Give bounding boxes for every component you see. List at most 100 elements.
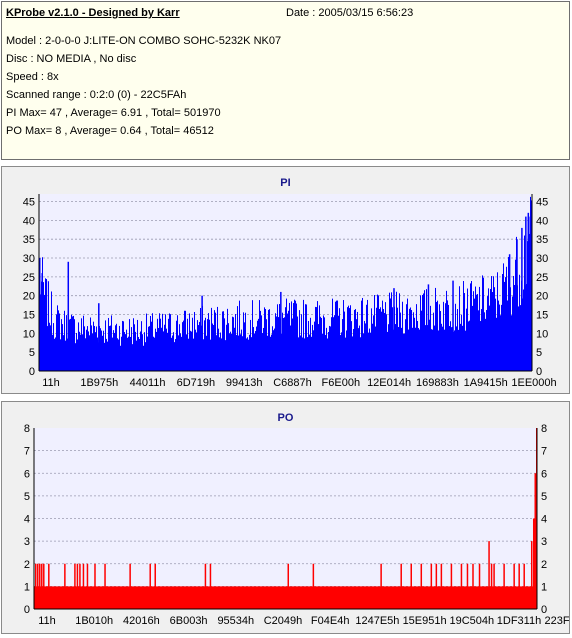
pi-bar (112, 337, 113, 371)
pi-bar (85, 338, 86, 371)
po-bar (144, 586, 145, 609)
po-bar (174, 586, 175, 609)
po-bar (500, 586, 501, 609)
pi-bar (380, 307, 381, 371)
po-bar (159, 586, 160, 609)
pi-bar (497, 272, 498, 371)
pi-xtick: 1B975h (80, 377, 118, 389)
po-bar (121, 586, 122, 609)
po-bar (57, 586, 58, 609)
pi-bar (513, 275, 514, 371)
pi-bar (418, 328, 419, 371)
po-xtick: 6B003h (170, 615, 208, 627)
pi-bar (258, 318, 259, 371)
pi-bar (368, 332, 369, 371)
po-bar (216, 586, 217, 609)
pi-bar (182, 322, 183, 371)
pi-bar (259, 300, 260, 371)
pi-ytick-left: 15 (23, 310, 35, 322)
po-bar (52, 586, 53, 609)
pi-xtick: F6E00h (322, 377, 361, 389)
pi-bar (173, 332, 174, 371)
pi-bar (359, 325, 360, 371)
po-bar (388, 586, 389, 609)
po-bar (496, 586, 497, 609)
pi-bar (355, 309, 356, 371)
po-bar (407, 586, 408, 609)
po-bar (312, 586, 313, 609)
po-bar (161, 586, 162, 609)
po-bar (495, 586, 496, 609)
pi-bar (47, 326, 48, 371)
pi-bar (354, 309, 355, 371)
po-title: PO (278, 412, 294, 424)
pi-bar (163, 331, 164, 371)
pi-bar (208, 313, 209, 371)
po-spike (76, 563, 79, 609)
po-ytick-right: 3 (541, 536, 547, 548)
po-bar (118, 586, 119, 609)
pi-bar (123, 321, 124, 371)
pi-bar (463, 281, 464, 371)
pi-bar (223, 311, 224, 371)
po-bar (268, 586, 269, 609)
pi-bar (95, 332, 96, 371)
po-bar (134, 586, 135, 609)
pi-bar (481, 309, 482, 371)
pi-bar (293, 303, 294, 371)
po-bar (282, 586, 283, 609)
pi-bar (503, 263, 504, 371)
po-bar (123, 586, 124, 609)
po-bar (394, 586, 395, 609)
po-bar (502, 586, 503, 609)
pi-bar (50, 325, 51, 371)
po-bar (249, 586, 250, 609)
po-bar (45, 586, 46, 609)
pi-bar (411, 310, 412, 371)
po-bar (241, 586, 242, 609)
pi-spike (41, 273, 43, 371)
po-bar (341, 586, 342, 609)
po-chart-panel: PO 0 0 1 1 2 2 3 3 4 4 5 5 6 6 7 7 8 8 11h 1B010h 42016h 6B003… (1, 401, 572, 634)
pi-bar (403, 333, 404, 371)
po-bar (252, 586, 253, 609)
po-bar (406, 586, 407, 609)
pi-bar (527, 241, 528, 371)
pi-bar (423, 293, 424, 371)
po-bar (51, 586, 52, 609)
po-spike (450, 563, 453, 609)
po-bar (462, 586, 463, 609)
pi-bar (412, 327, 413, 371)
pi-bar (483, 277, 484, 371)
pi-bar (59, 313, 60, 371)
po-bar (415, 586, 416, 609)
po-spike (37, 563, 39, 609)
pi-bar (135, 331, 136, 371)
pi-bar (450, 321, 451, 371)
po-bar (261, 586, 262, 609)
pi-bar (448, 304, 449, 371)
pi-bar (492, 292, 493, 371)
pi-bar (345, 337, 346, 371)
po-bar (138, 586, 139, 609)
pi-xtick: 99413h (226, 377, 263, 389)
pi-bar (91, 325, 92, 371)
po-bar (274, 586, 275, 609)
po-bar (311, 586, 312, 609)
po-bar (267, 586, 268, 609)
pi-bar (139, 339, 140, 371)
pi-bar (93, 321, 94, 371)
pi-bar (420, 295, 421, 371)
po-bar (327, 586, 328, 609)
po-bar (76, 586, 77, 609)
pi-bar (435, 287, 436, 371)
pi-bar (225, 340, 226, 371)
po-bar (143, 586, 144, 609)
pi-bar (82, 334, 83, 371)
pi-bar (379, 308, 380, 371)
pi-bar (48, 281, 49, 371)
pi-bar (333, 317, 334, 371)
po-bar (185, 586, 186, 609)
pi-bar (147, 336, 148, 371)
pi-bar (341, 332, 342, 371)
